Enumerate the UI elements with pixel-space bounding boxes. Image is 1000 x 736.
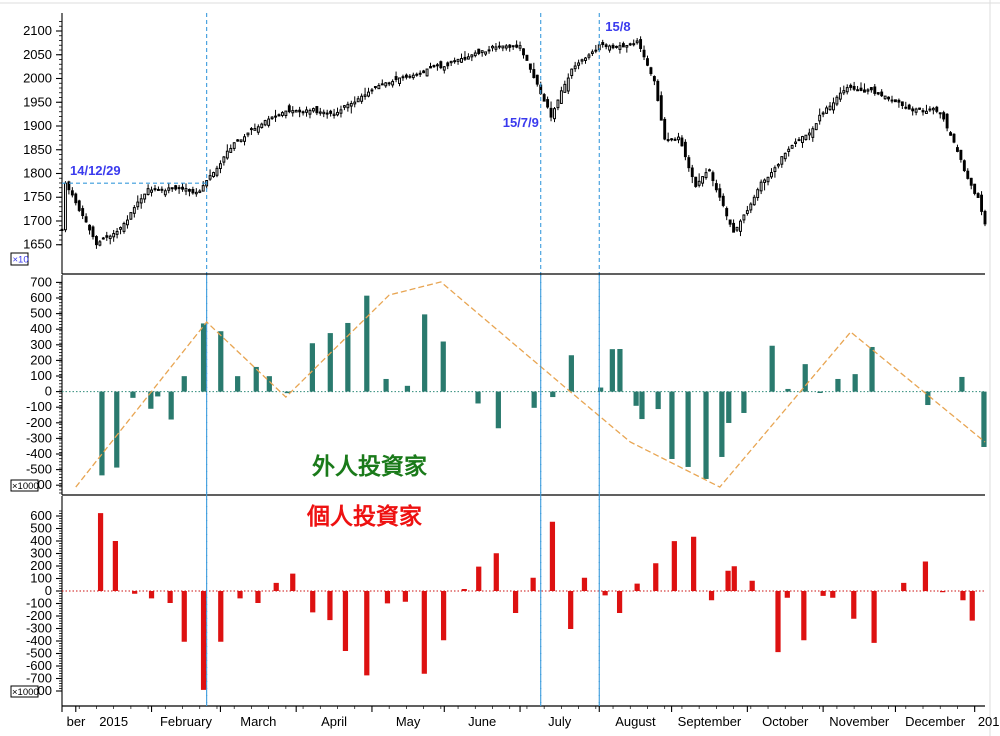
svg-text:June: June [468,714,496,729]
svg-text:2100: 2100 [23,23,52,38]
svg-text:0: 0 [45,384,52,399]
svg-text:200: 200 [30,352,52,367]
svg-text:×1000: ×1000 [12,687,39,698]
svg-text:1800: 1800 [23,165,52,180]
svg-text:600: 600 [30,508,52,523]
svg-text:個人投資家: 個人投資家 [306,503,422,529]
svg-text:300: 300 [30,337,52,352]
svg-text:August: August [615,714,656,729]
svg-text:1650: 1650 [23,237,52,252]
svg-text:700: 700 [30,274,52,289]
svg-text:-200: -200 [26,415,52,430]
svg-text:400: 400 [30,321,52,336]
svg-text:1750: 1750 [23,189,52,204]
svg-text:2000: 2000 [23,71,52,86]
svg-text:October: October [762,714,809,729]
svg-text:15/8: 15/8 [605,19,630,34]
svg-text:February: February [160,714,213,729]
svg-text:14/12/29: 14/12/29 [70,163,121,178]
svg-text:外人投資家: 外人投資家 [312,453,427,479]
svg-text:×10: ×10 [13,255,29,266]
svg-text:1850: 1850 [23,142,52,157]
svg-text:1900: 1900 [23,118,52,133]
svg-text:November: November [829,714,890,729]
svg-text:-100: -100 [26,399,52,414]
svg-text:15/7/9: 15/7/9 [503,115,539,130]
svg-text:×1000: ×1000 [12,481,39,492]
svg-text:March: March [240,714,276,729]
svg-text:600: 600 [30,290,52,305]
svg-text:100: 100 [30,368,52,383]
svg-text:2050: 2050 [23,47,52,62]
svg-text:September: September [678,714,742,729]
svg-text:-400: -400 [26,446,52,461]
svg-text:-300: -300 [26,430,52,445]
svg-text:201: 201 [978,714,1000,729]
svg-text:2015: 2015 [99,714,128,729]
svg-text:500: 500 [30,306,52,321]
svg-text:1950: 1950 [23,94,52,109]
svg-text:April: April [321,714,347,729]
svg-text:ber: ber [67,714,86,729]
svg-text:July: July [548,714,572,729]
svg-text:December: December [905,714,966,729]
svg-text:May: May [396,714,421,729]
svg-text:-500: -500 [26,462,52,477]
svg-text:1700: 1700 [23,213,52,228]
